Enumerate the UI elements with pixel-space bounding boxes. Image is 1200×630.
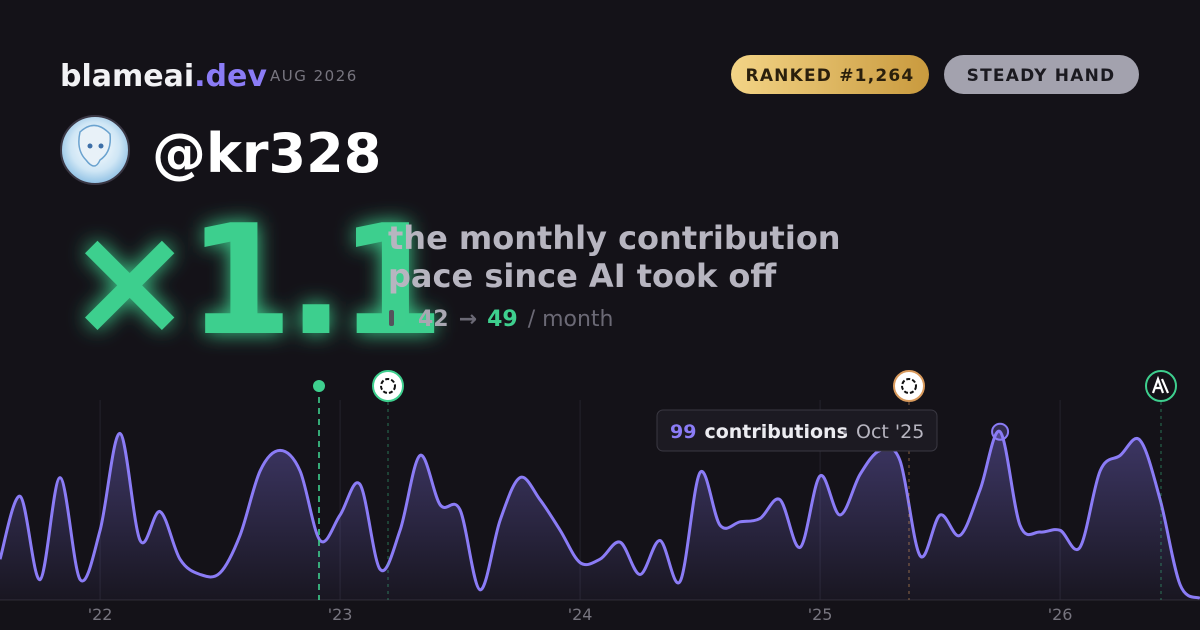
pace: 42 → 49 / month xyxy=(418,307,614,332)
event-icon-glyph xyxy=(380,378,396,394)
event-icon xyxy=(372,370,404,402)
multiplier: ×1.1 xyxy=(66,192,439,369)
after-icon xyxy=(399,308,405,326)
tooltip-text: 99 contributions xyxy=(670,421,848,443)
persona-badge xyxy=(944,55,1139,94)
brand-name: blameai xyxy=(60,59,194,94)
avatar-eye xyxy=(87,143,93,149)
event-dot xyxy=(313,380,325,392)
tooltip-label: contributions xyxy=(704,421,847,443)
avatar-eye xyxy=(98,143,104,149)
before-icon xyxy=(389,310,394,326)
description-line: pace since AI took off xyxy=(388,257,777,295)
avatar-figure xyxy=(78,124,112,167)
highlight-point xyxy=(991,422,1010,441)
x-tick-label: '22 xyxy=(88,605,113,624)
chart: '22 '23 '24 '25 '26 xyxy=(0,400,1200,624)
description-line: the monthly contribution xyxy=(388,219,841,257)
event-icon-glyph xyxy=(1151,375,1170,394)
rank-badge xyxy=(731,55,929,94)
x-tick-label: '24 xyxy=(568,605,593,624)
handle: @kr328 xyxy=(152,122,381,185)
pace-after: 49 xyxy=(487,307,518,332)
x-tick-label: '25 xyxy=(808,605,833,624)
persona-badge-text: STEADY HAND xyxy=(967,66,1116,86)
tooltip xyxy=(656,409,938,452)
pace-before: 42 xyxy=(418,307,449,332)
tooltip-value: 99 xyxy=(670,421,696,443)
pace-unit: / month xyxy=(528,307,614,332)
line xyxy=(0,430,1200,600)
period: AUG 2026 xyxy=(270,67,358,85)
pace-arrow: → xyxy=(459,307,477,332)
tooltip-date: Oct '25 xyxy=(856,421,924,443)
x-tick-label: '26 xyxy=(1048,605,1073,624)
event-icon-glyph xyxy=(901,378,917,394)
brand: blameai.dev xyxy=(60,59,267,94)
x-tick-label: '23 xyxy=(328,605,353,624)
tooltip-separator xyxy=(843,430,847,434)
brand-suffix: .dev xyxy=(194,59,267,94)
rank-badge-text: RANKED #1,264 xyxy=(746,66,915,86)
event-icon xyxy=(893,370,925,402)
